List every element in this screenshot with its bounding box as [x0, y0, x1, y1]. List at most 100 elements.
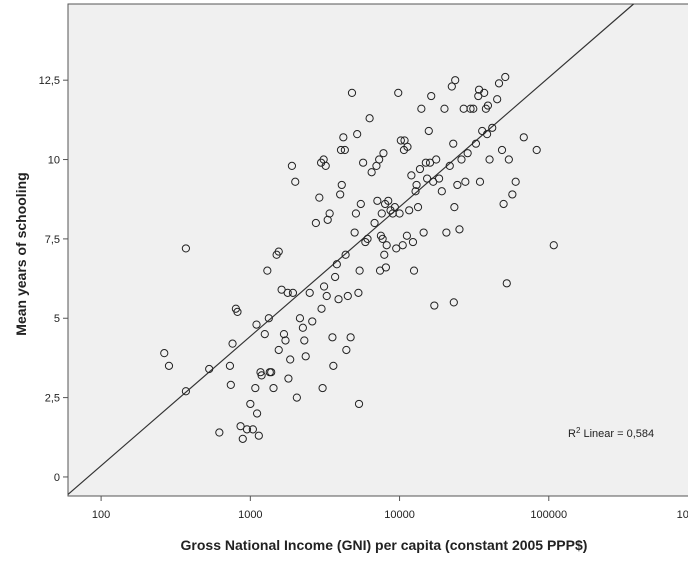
data-point — [457, 155, 466, 164]
data-point — [274, 247, 283, 256]
data-point — [427, 91, 436, 101]
data-point — [283, 288, 292, 297]
data-point — [181, 244, 190, 253]
data-point — [395, 209, 404, 218]
data-point — [390, 203, 399, 212]
data-point — [286, 355, 295, 364]
data-point — [315, 193, 324, 202]
data-point — [328, 333, 337, 342]
data-point — [451, 76, 460, 85]
data-point — [497, 145, 507, 155]
data-point — [246, 399, 255, 409]
data-point — [377, 209, 386, 218]
data-point — [380, 250, 389, 259]
data-point — [322, 291, 331, 301]
data-point — [254, 431, 263, 440]
y-tick-label: 5 — [54, 313, 60, 325]
data-point — [332, 260, 341, 269]
data-point — [225, 361, 235, 370]
data-point — [342, 345, 351, 355]
data-point — [329, 361, 338, 370]
data-point — [205, 364, 214, 374]
y-tick-label: 2,5 — [45, 393, 60, 405]
data-point — [301, 352, 310, 361]
data-point — [412, 180, 421, 190]
data-point — [450, 203, 459, 212]
data-point — [354, 288, 363, 297]
data-point — [532, 145, 541, 155]
data-point — [279, 330, 289, 339]
data-point — [382, 241, 391, 250]
data-point — [321, 161, 330, 170]
data-point — [424, 126, 433, 136]
data-point — [298, 323, 307, 332]
data-point — [434, 174, 444, 183]
x-tick-label: 100 — [92, 509, 110, 521]
data-point — [394, 88, 403, 97]
data-point — [463, 149, 472, 158]
data-point — [430, 301, 439, 310]
data-point — [466, 104, 475, 113]
data-point — [511, 177, 520, 186]
data-point — [181, 387, 190, 396]
data-point — [353, 130, 362, 139]
data-point — [343, 291, 352, 301]
data-point — [437, 187, 446, 196]
data-point — [405, 206, 414, 215]
data-point — [445, 161, 454, 170]
data-point — [455, 225, 464, 234]
y-tick-label: 7,5 — [45, 234, 60, 246]
x-tick-label: 100000 — [530, 509, 567, 521]
data-point — [373, 196, 382, 205]
data-point — [453, 180, 462, 190]
data-point — [432, 155, 441, 164]
data-point — [396, 136, 405, 145]
data-point — [482, 130, 492, 139]
data-point — [226, 380, 235, 390]
data-point — [415, 164, 425, 174]
data-point — [413, 203, 423, 212]
data-point — [449, 139, 458, 148]
data-point — [351, 209, 361, 218]
data-point — [295, 314, 305, 323]
data-point — [334, 295, 343, 304]
data-point — [354, 399, 364, 409]
data-point — [257, 371, 266, 380]
data-point — [311, 218, 320, 228]
data-point — [502, 279, 511, 288]
data-point — [337, 180, 346, 190]
data-point — [252, 409, 262, 418]
data-point — [260, 330, 269, 339]
r-squared-superscript: 2 — [576, 426, 581, 435]
x-tick-label: 1000000 — [677, 509, 688, 521]
data-point — [419, 228, 428, 237]
x-axis-label: Gross National Income (GNI) per capita (… — [181, 537, 588, 553]
data-point — [308, 317, 317, 326]
data-point — [350, 228, 359, 237]
data-point — [417, 104, 426, 113]
data-point — [493, 95, 502, 104]
data-point — [228, 339, 237, 348]
data-point — [485, 155, 494, 164]
data-point — [381, 263, 390, 272]
data-point — [449, 298, 458, 307]
y-tick-label: 10 — [48, 155, 60, 167]
x-tick-label: 10000 — [384, 509, 415, 521]
data-point — [469, 104, 478, 113]
data-point — [341, 250, 350, 259]
data-point — [549, 241, 558, 250]
plot-area — [67, 3, 688, 497]
x-tick-label: 1000 — [238, 509, 262, 521]
data-point — [411, 187, 420, 196]
data-point — [318, 383, 327, 393]
data-point — [305, 288, 314, 297]
data-point — [267, 368, 276, 377]
r-squared-prefix: R — [568, 428, 576, 440]
data-point — [447, 82, 456, 91]
data-point — [346, 333, 355, 342]
data-point — [475, 177, 485, 186]
data-point — [288, 288, 298, 297]
data-point — [340, 145, 349, 155]
data-point — [291, 177, 300, 186]
